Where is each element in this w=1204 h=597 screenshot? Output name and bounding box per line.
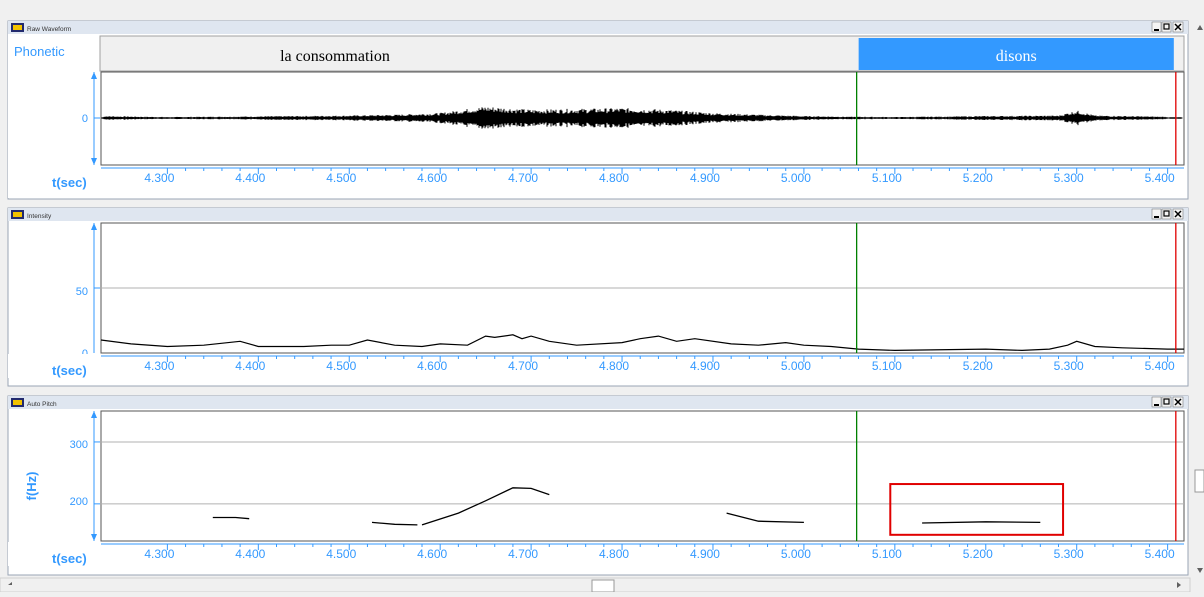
time-tick-label: 4.300 [144,171,174,185]
time-tick-label: 5.100 [872,547,902,561]
vertical-scrollbar-thumb[interactable] [1194,469,1204,493]
time-tick-label: 4.600 [417,171,447,185]
window-controls [1151,208,1184,220]
scroll-left-icon[interactable] [8,582,12,588]
time-tick-label: 5.000 [781,359,811,373]
app-icon [11,398,24,407]
time-tick-label: 4.900 [690,171,720,185]
time-tick-label: 4.500 [326,171,356,185]
pitch-contour-4 [726,512,804,524]
close-icon[interactable] [1172,396,1184,408]
time-tick-label: 5.100 [872,171,902,185]
pitch-titlebar[interactable] [8,396,1188,409]
time-tick-label: 4.800 [599,359,629,373]
time-tick-label: 5.200 [963,171,993,185]
pitch-y-tick-300: 300 [70,439,88,451]
time-tick-label: 4.300 [144,547,174,561]
scroll-up-icon[interactable] [1197,25,1203,30]
vertical-scrollbar[interactable] [1192,0,1204,580]
time-tick-label: 5.400 [1145,359,1175,373]
time-axis-3: t(sec) 4.300 4.400 4.500 4.600 4.700 4.800 4.90… [8,542,1184,566]
phonetic-label: Phonetic [14,44,65,59]
horizontal-scrollbar[interactable] [0,577,1191,593]
waveform-panel[interactable]: Raw Waveform Phonetic la consommation di… [7,20,1189,200]
time-axis-label: t(sec) [52,363,87,378]
waveform-titlebar[interactable] [8,21,1188,34]
time-tick-label: 4.600 [417,547,447,561]
window-controls [1151,396,1184,408]
intensity-titlebar[interactable] [8,208,1188,221]
pitch-contour-2 [371,521,418,526]
scroll-down-icon[interactable] [1197,568,1203,573]
time-tick-label: 4.800 [599,171,629,185]
time-tick-label: 4.400 [235,171,265,185]
app-icon [11,210,24,219]
scroll-right-icon[interactable] [1177,582,1181,588]
time-axis-label: t(sec) [52,551,87,566]
time-tick-label: 5.300 [1054,171,1084,185]
time-tick-label: 5.000 [781,171,811,185]
waveform-title: Raw Waveform [27,26,71,33]
app-icon [11,23,24,32]
time-tick-label: 4.500 [326,359,356,373]
time-tick-label: 4.400 [235,359,265,373]
pitch-contour-3 [421,487,550,526]
intensity-trace [100,334,1184,352]
time-tick-label: 4.600 [417,359,447,373]
phonetic-segment-selected[interactable] [858,38,1174,70]
window-controls [1151,21,1184,33]
waveform-trace [101,107,1183,129]
pitch-trace [212,487,1041,526]
pitch-contour-1 [212,516,250,520]
time-tick-label: 5.200 [963,547,993,561]
time-tick-label: 4.900 [690,359,720,373]
minimize-icon[interactable] [1151,21,1162,33]
time-tick-label: 4.700 [508,171,538,185]
time-tick-label: 5.000 [781,547,811,561]
highlight-box [889,483,1065,536]
minimize-icon[interactable] [1151,396,1162,408]
waveform-samples [101,107,1183,129]
time-axis-2: t(sec) 4.300 4.400 4.500 4.600 4.700 4.800 4.90… [8,354,1184,378]
close-icon[interactable] [1172,208,1184,220]
intensity-y-tick-50: 50 [76,286,88,298]
time-tick-label: 4.900 [690,547,720,561]
waveform-y-tick-0: 0 [82,113,88,125]
time-tick-label: 4.700 [508,359,538,373]
pitch-title: Auto Pitch [27,401,57,408]
segment-la-consommation[interactable]: la consommation [280,48,390,65]
horizontal-scrollbar-thumb[interactable] [591,579,615,593]
time-tick-label: 4.400 [235,547,265,561]
minimize-icon[interactable] [1151,208,1162,220]
time-tick-label: 4.700 [508,547,538,561]
time-tick-label: 5.400 [1145,171,1175,185]
intensity-title: Intensity [27,213,52,220]
pitch-y-tick-200: 200 [70,496,88,508]
time-tick-label: 5.300 [1054,547,1084,561]
pitch-plot-area[interactable] [100,410,1185,542]
time-tick-label: 4.500 [326,547,356,561]
maximize-icon[interactable] [1161,208,1172,220]
pitch-contour-5 [922,521,1041,524]
close-icon[interactable] [1172,21,1184,33]
time-axis-label: t(sec) [52,175,87,190]
pitch-y-axis-label: f(Hz) [24,472,39,501]
maximize-icon[interactable] [1161,21,1172,33]
y-scroll-up-icon[interactable] [91,223,97,230]
time-tick-label: 4.300 [144,359,174,373]
time-tick-label: 5.300 [1054,359,1084,373]
time-tick-label: 4.800 [599,547,629,561]
time-tick-label: 5.400 [1145,547,1175,561]
time-axis-1: t(sec) 4.300 4.400 4.500 4.600 4.700 4.800 4.90… [8,166,1184,190]
time-tick-label: 5.200 [963,359,993,373]
maximize-icon[interactable] [1161,396,1172,408]
time-tick-label: 5.100 [872,359,902,373]
segment-disons[interactable]: disons [996,48,1037,65]
